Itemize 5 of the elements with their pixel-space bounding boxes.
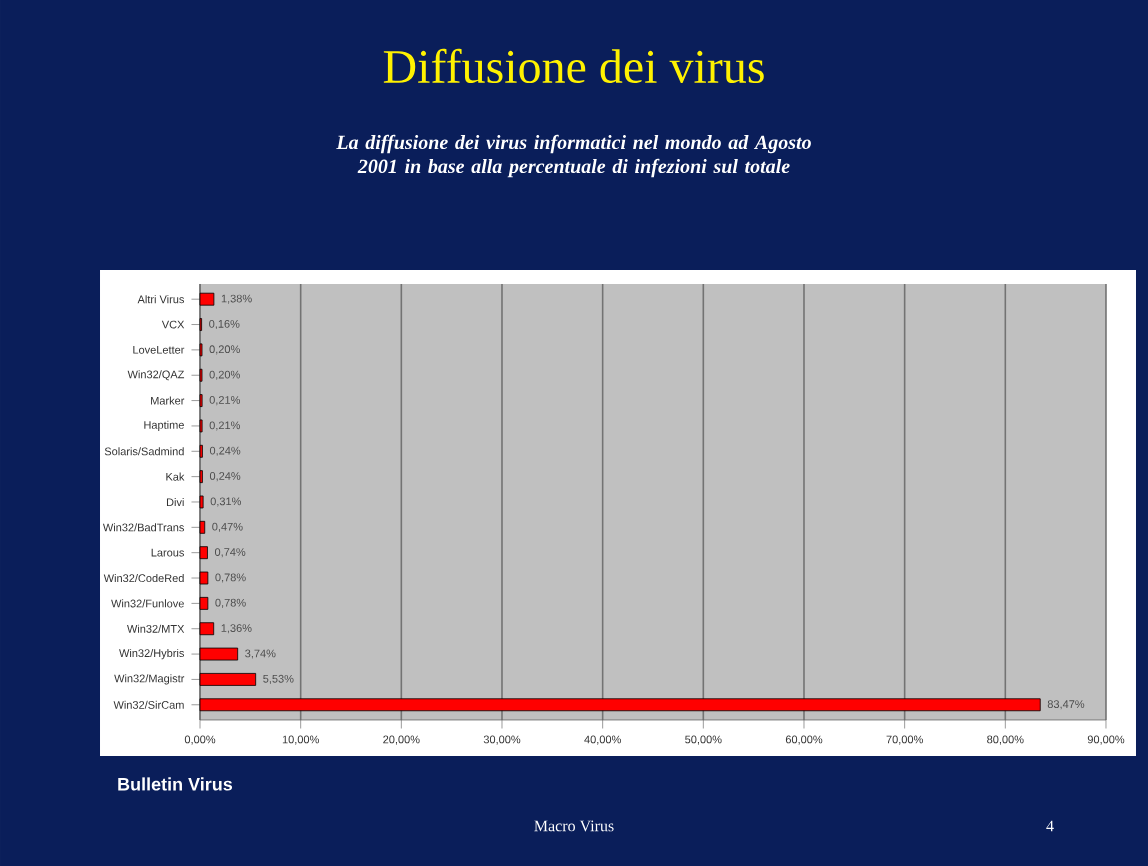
chart-subtitle: La diffusione dei virus informatici nel mondo ad Agosto 2001 in base alla percentuale di infezioni sul totale [336,134,811,178]
text: Macro Virus [534,820,614,832]
chart-title: Diffusione dei virus [383,48,764,84]
text: Bulletin Virus [118,777,233,791]
text: 4 [1046,820,1054,832]
